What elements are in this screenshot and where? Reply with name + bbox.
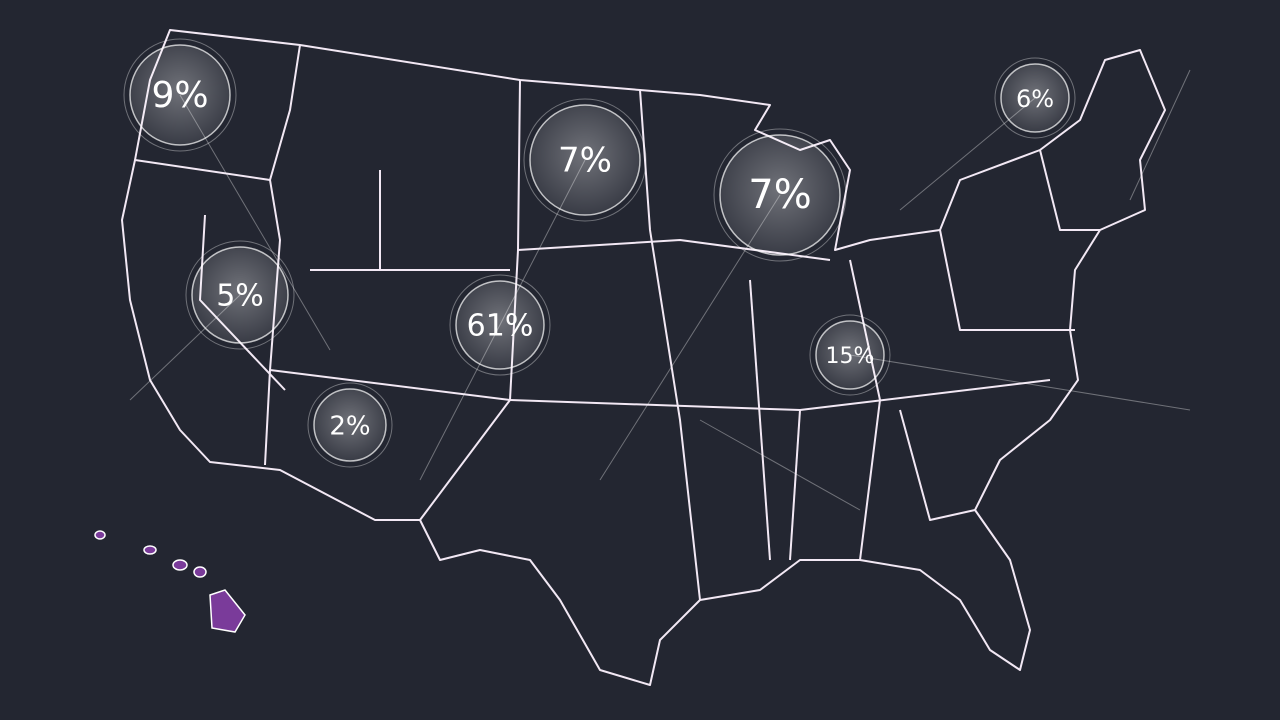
marker-bubble — [719, 134, 841, 256]
marker-ring — [523, 98, 647, 222]
marker: 7% — [523, 98, 647, 222]
marker-ring — [809, 314, 891, 396]
marker: 61% — [449, 274, 551, 376]
marker-label: 7% — [558, 141, 612, 181]
marker-label: 15% — [826, 344, 875, 369]
marker-bubble — [815, 320, 885, 390]
marker-bubble — [191, 246, 289, 344]
marker-bubble — [529, 104, 641, 216]
marker-ring — [185, 240, 295, 350]
marker: 7% — [713, 128, 847, 262]
marker: 9% — [123, 38, 237, 152]
marker-bubble — [313, 388, 387, 462]
marker-bubble — [455, 280, 545, 370]
us-mainland — [121, 29, 1166, 686]
marker-ring — [449, 274, 551, 376]
marker-bubble — [1000, 63, 1070, 133]
marker: 2% — [307, 382, 393, 468]
marker-label: 9% — [151, 75, 208, 116]
marker-label: 2% — [329, 412, 370, 442]
hawaii — [94, 530, 246, 633]
marker: 6% — [994, 57, 1076, 139]
marker-ring — [994, 57, 1076, 139]
marker: 5% — [185, 240, 295, 350]
marker-label: 61% — [467, 309, 534, 344]
marker-label: 5% — [216, 279, 264, 314]
marker-ring — [713, 128, 847, 262]
marker-bubble — [129, 44, 231, 146]
marker-ring — [123, 38, 237, 152]
marker-ring — [307, 382, 393, 468]
marker-label: 7% — [748, 172, 811, 218]
marker-label: 6% — [1016, 85, 1054, 113]
markers: 9% 7% 7% 6% 5% 61% 2% 15% — [123, 38, 1076, 468]
marker: 15% — [809, 314, 891, 396]
